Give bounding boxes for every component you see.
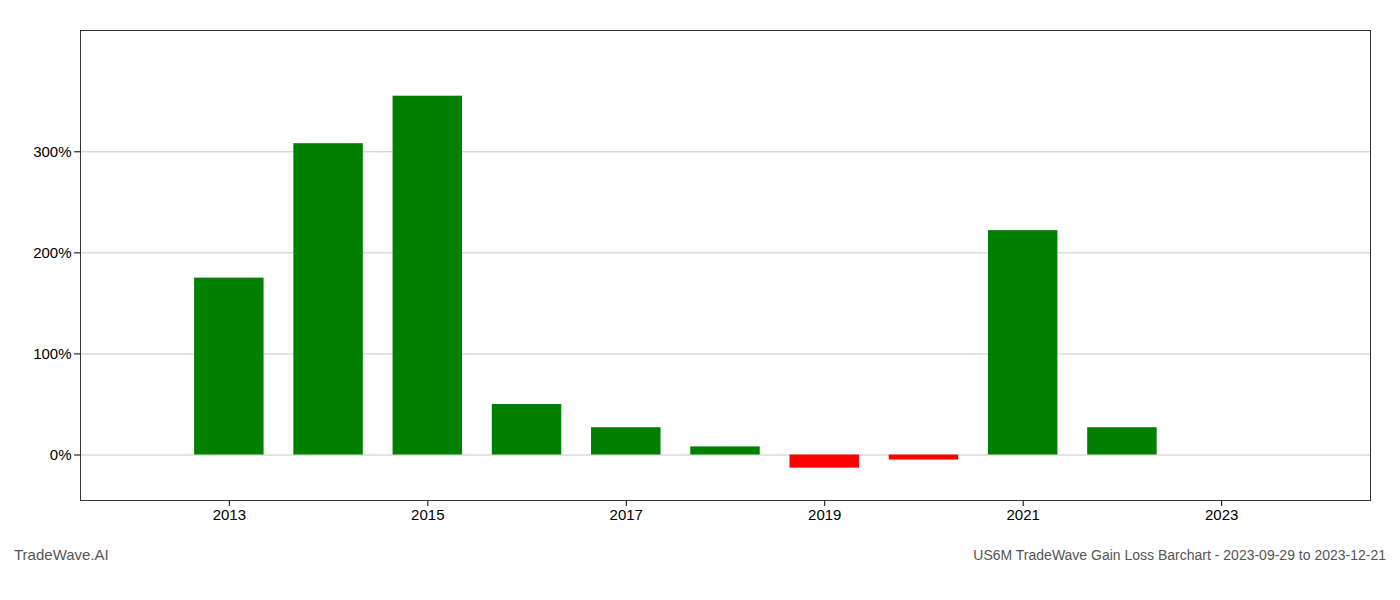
svg-text:2019: 2019 [808, 506, 841, 523]
html-text:US6M TradeWave Gain Loss Barch: US6M TradeWave Gain Loss Barchart - 2023… [973, 547, 1386, 563]
svg-text:200%: 200% [33, 244, 71, 261]
svg-text:2023: 2023 [1205, 506, 1238, 523]
svg-text:2021: 2021 [1007, 506, 1040, 523]
svg-text:2015: 2015 [411, 506, 444, 523]
svg-text:300%: 300% [33, 143, 71, 160]
svg-text:0%: 0% [50, 446, 72, 463]
svg-text:100%: 100% [33, 345, 71, 362]
svg-text:2017: 2017 [610, 506, 643, 523]
svg-text:2013: 2013 [213, 506, 246, 523]
html-text:TradeWave.AI: TradeWave.AI [14, 546, 109, 563]
